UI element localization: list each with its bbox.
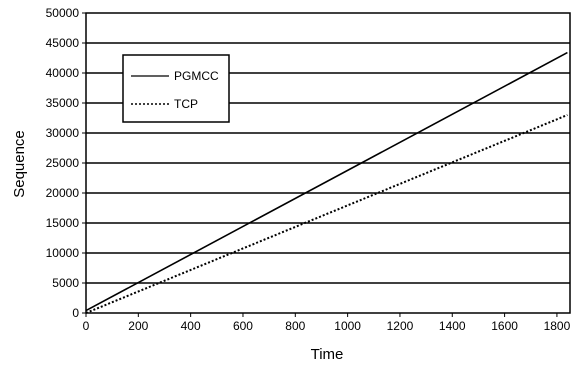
legend-box	[122, 54, 230, 123]
y-tick-label: 35000	[46, 96, 80, 110]
y-tick-label: 30000	[46, 126, 80, 140]
legend: PGMCC TCP	[122, 54, 230, 123]
y-tick-label: 40000	[46, 66, 80, 80]
series-layer	[85, 51, 568, 314]
y-tick-label: 50000	[46, 6, 80, 20]
x-axis: 0 200 400 600 800 1000 1200 1400 1600 1800	[83, 313, 571, 333]
x-tick-label: 1000	[334, 319, 361, 333]
x-axis-title: Time	[311, 346, 344, 363]
series-tcp-line	[85, 114, 568, 314]
legend-label-pgmcc: PGMCC	[174, 69, 219, 83]
y-tick-label: 10000	[46, 246, 80, 260]
y-tick-label: 45000	[46, 36, 80, 50]
y-tick-label: 5000	[52, 276, 79, 290]
x-tick-label: 200	[128, 319, 148, 333]
x-tick-label: 1200	[387, 319, 414, 333]
x-tick-label: 1600	[491, 319, 518, 333]
x-tick-label: 1800	[544, 319, 571, 333]
x-tick-label: 600	[233, 319, 253, 333]
x-tick-label: 1400	[439, 319, 466, 333]
x-tick-label: 0	[83, 319, 90, 333]
series-pgmcc-line	[85, 51, 568, 312]
y-tick-label: 20000	[46, 186, 80, 200]
y-axis-title: Sequence	[11, 130, 28, 198]
legend-label-tcp: TCP	[174, 97, 198, 111]
y-tick-label: 25000	[46, 156, 80, 170]
y-tick-label: 15000	[46, 216, 80, 230]
x-tick-label: 800	[285, 319, 305, 333]
x-tick-label: 400	[181, 319, 201, 333]
y-tick-label: 0	[72, 306, 79, 320]
y-axis: 0 5000 10000 15000 20000 25000 30000 35000 40000…	[46, 6, 86, 320]
